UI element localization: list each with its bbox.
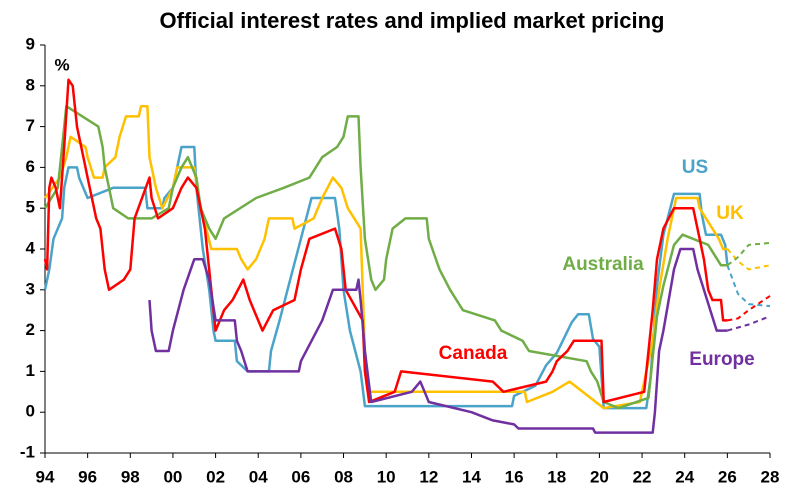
- forecast-line: [727, 295, 771, 322]
- x-tick-label: 28: [761, 467, 780, 486]
- forecast-line: [726, 264, 771, 308]
- rate-line: [148, 247, 728, 434]
- x-tick-label: 18: [547, 467, 566, 486]
- y-tick-label: 8: [26, 75, 35, 94]
- series-label: Europe: [689, 349, 754, 370]
- y-tick-label: -1: [20, 442, 35, 461]
- y-tick-label: 5: [26, 198, 35, 217]
- x-tick-label: 06: [291, 467, 310, 486]
- x-tick-label: 04: [249, 467, 268, 486]
- y-tick-label: 3: [26, 279, 35, 298]
- forecast-line: [727, 315, 771, 332]
- series-label: UK: [716, 203, 744, 224]
- y-axis-label: %: [54, 55, 69, 74]
- forecast-line: [726, 248, 771, 271]
- x-tick-label: 08: [334, 467, 353, 486]
- x-tick-label: 96: [78, 467, 97, 486]
- x-tick-label: 00: [163, 467, 182, 486]
- y-tick-label: 0: [26, 402, 35, 421]
- x-tick-label: 22: [633, 467, 652, 486]
- rate-line: [43, 104, 728, 410]
- chart-title: Official interest rates and implied mark…: [160, 8, 665, 33]
- x-tick-label: 20: [590, 467, 609, 486]
- series-label: US: [682, 157, 708, 178]
- y-tick-label: 6: [26, 157, 35, 176]
- x-tick-label: 98: [121, 467, 140, 486]
- x-tick-label: 16: [505, 467, 524, 486]
- x-tick-label: 12: [419, 467, 438, 486]
- series-label: Australia: [562, 254, 644, 275]
- y-tick-label: 4: [26, 238, 36, 257]
- x-tick-label: 94: [36, 467, 55, 486]
- rate-line: [43, 104, 728, 410]
- x-tick-label: 24: [675, 467, 694, 486]
- series-label: Canada: [439, 343, 508, 364]
- x-tick-label: 02: [206, 467, 225, 486]
- y-tick-label: 7: [26, 116, 35, 135]
- x-tick-label: 26: [718, 467, 737, 486]
- x-tick-label: 14: [462, 467, 481, 486]
- forecast-line: [726, 241, 771, 267]
- y-tick-label: 9: [26, 34, 35, 53]
- y-tick-label: 2: [26, 320, 35, 339]
- y-tick-label: 1: [26, 361, 35, 380]
- x-tick-label: 10: [377, 467, 396, 486]
- rate-line: [43, 78, 728, 404]
